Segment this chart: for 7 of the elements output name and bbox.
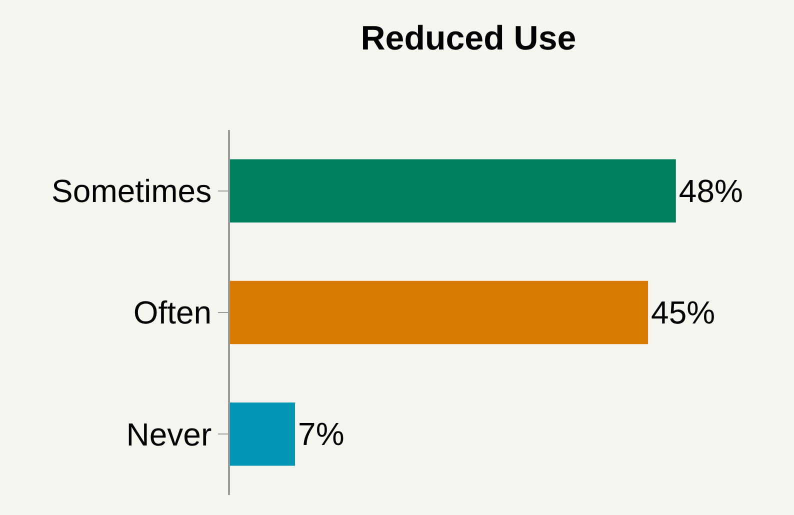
chart-title: Reduced Use — [360, 20, 576, 58]
y-tick-label: Often — [133, 294, 212, 331]
data-label: 45% — [651, 294, 716, 330]
y-tick-label: Sometimes — [52, 173, 212, 210]
data-label: 48% — [678, 172, 743, 209]
y-tick-label: Never — [126, 416, 212, 452]
data-label: 7% — [298, 416, 344, 452]
